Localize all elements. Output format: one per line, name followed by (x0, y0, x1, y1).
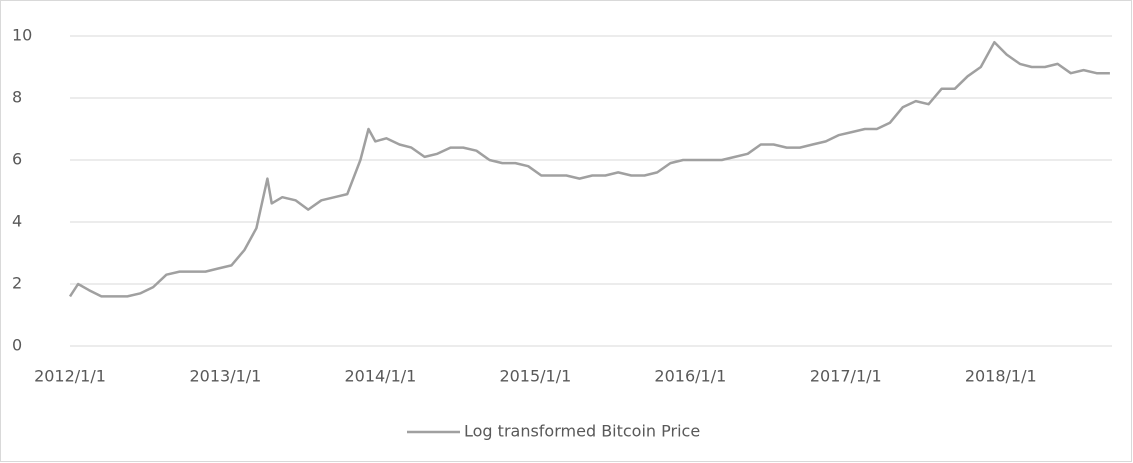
legend-label: Log transformed Bitcoin Price (464, 422, 700, 441)
y-tick-label: 0 (12, 336, 22, 355)
x-tick-label: 2012/1/1 (34, 367, 106, 386)
y-tick-label: 10 (12, 26, 32, 45)
y-tick-label: 6 (12, 150, 22, 169)
x-tick-label: 2017/1/1 (810, 367, 882, 386)
y-tick-label: 8 (12, 88, 22, 107)
x-tick-label: 2015/1/1 (499, 367, 571, 386)
x-tick-label: 2014/1/1 (344, 367, 416, 386)
x-tick-label: 2018/1/1 (965, 367, 1037, 386)
series-line (68, 40, 1110, 298)
x-tick-label: 2016/1/1 (654, 367, 726, 386)
y-tick-label: 2 (12, 274, 22, 293)
x-tick-label: 2013/1/1 (189, 367, 261, 386)
y-tick-label: 4 (12, 212, 22, 231)
